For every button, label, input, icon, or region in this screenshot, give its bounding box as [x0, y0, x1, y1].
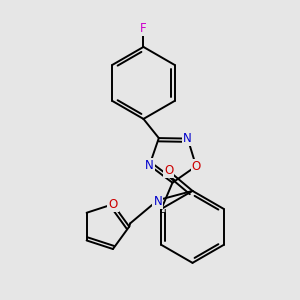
Text: N: N [145, 159, 154, 172]
Text: O: O [191, 160, 201, 173]
Text: O: O [164, 164, 173, 177]
Text: H: H [159, 209, 167, 219]
Text: N: N [153, 195, 162, 208]
Text: O: O [108, 198, 118, 211]
Text: N: N [183, 132, 192, 145]
Text: F: F [140, 22, 147, 35]
